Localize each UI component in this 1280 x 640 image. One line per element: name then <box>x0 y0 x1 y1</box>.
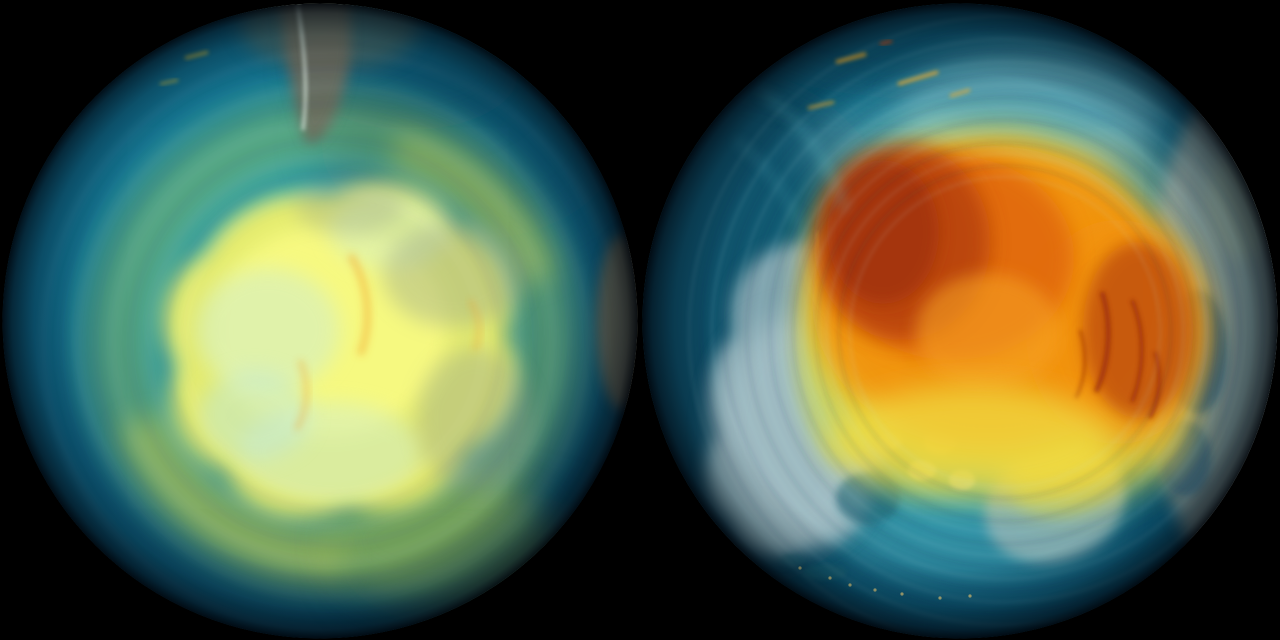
right-globe-svg <box>642 3 1278 639</box>
limb-vignette <box>2 3 638 639</box>
left-globe <box>2 3 638 639</box>
right-globe <box>640 0 1280 640</box>
limb-vignette <box>642 3 1278 639</box>
limb-landmass <box>595 553 635 617</box>
left-globe-svg <box>2 3 638 639</box>
